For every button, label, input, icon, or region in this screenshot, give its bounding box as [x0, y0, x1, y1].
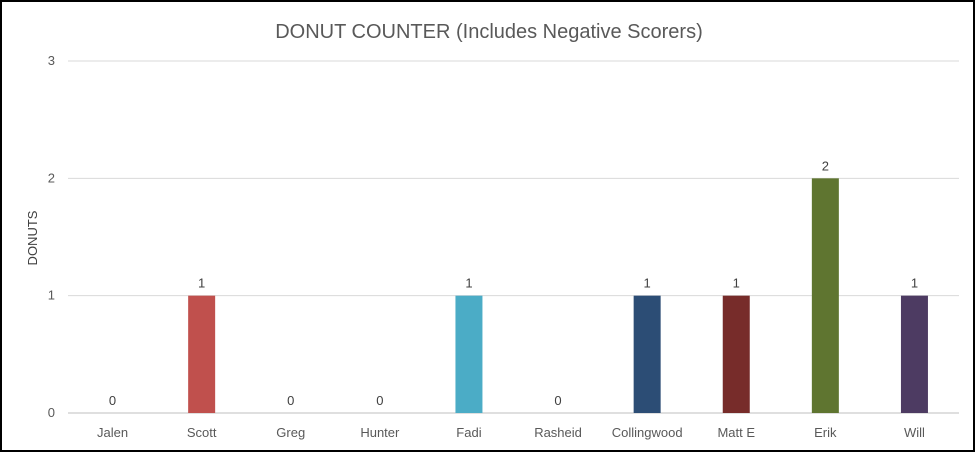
- x-tick-label: Fadi: [456, 425, 481, 440]
- data-label: 0: [376, 393, 383, 408]
- bar-will: [900, 295, 928, 413]
- y-tick-label: 0: [48, 405, 55, 420]
- x-tick-label: Greg: [276, 425, 305, 440]
- y-tick-label: 1: [48, 288, 55, 303]
- y-axis-ticks: 0 1 2 3: [48, 53, 55, 420]
- y-tick-label: 3: [48, 53, 55, 68]
- data-label: 0: [554, 393, 561, 408]
- x-tick-label: Rasheid: [534, 425, 582, 440]
- bar-matt-e: [722, 295, 750, 413]
- x-tick-label: Jalen: [97, 425, 128, 440]
- data-label: 1: [644, 276, 651, 291]
- data-label: 0: [109, 393, 116, 408]
- bar-collingwood: [633, 295, 661, 413]
- data-label: 1: [733, 276, 740, 291]
- x-tick-label: Matt E: [717, 425, 755, 440]
- gridlines: [68, 60, 959, 414]
- data-label: 2: [822, 158, 829, 173]
- bar-erik: [811, 178, 839, 413]
- x-axis-ticks: Jalen Scott Greg Hunter Fadi Rasheid Collingwo…: [97, 425, 925, 440]
- bars: [188, 178, 928, 413]
- data-label: 1: [465, 276, 472, 291]
- data-label: 0: [287, 393, 294, 408]
- bar-fadi: [455, 295, 483, 413]
- x-tick-label: Scott: [187, 425, 217, 440]
- bar-scott: [188, 295, 216, 413]
- data-label: 1: [911, 276, 918, 291]
- data-label: 1: [198, 276, 205, 291]
- y-axis-label: DONUTS: [25, 210, 40, 265]
- x-tick-label: Hunter: [360, 425, 400, 440]
- data-labels: 0 1 0 0 1 0 1 1 2 1: [109, 158, 918, 408]
- y-tick-label: 2: [48, 170, 55, 185]
- x-tick-label: Will: [904, 425, 925, 440]
- x-tick-label: Erik: [814, 425, 837, 440]
- chart-title: DONUT COUNTER (Includes Negative Scorers…: [275, 21, 703, 43]
- x-tick-label: Collingwood: [612, 425, 683, 440]
